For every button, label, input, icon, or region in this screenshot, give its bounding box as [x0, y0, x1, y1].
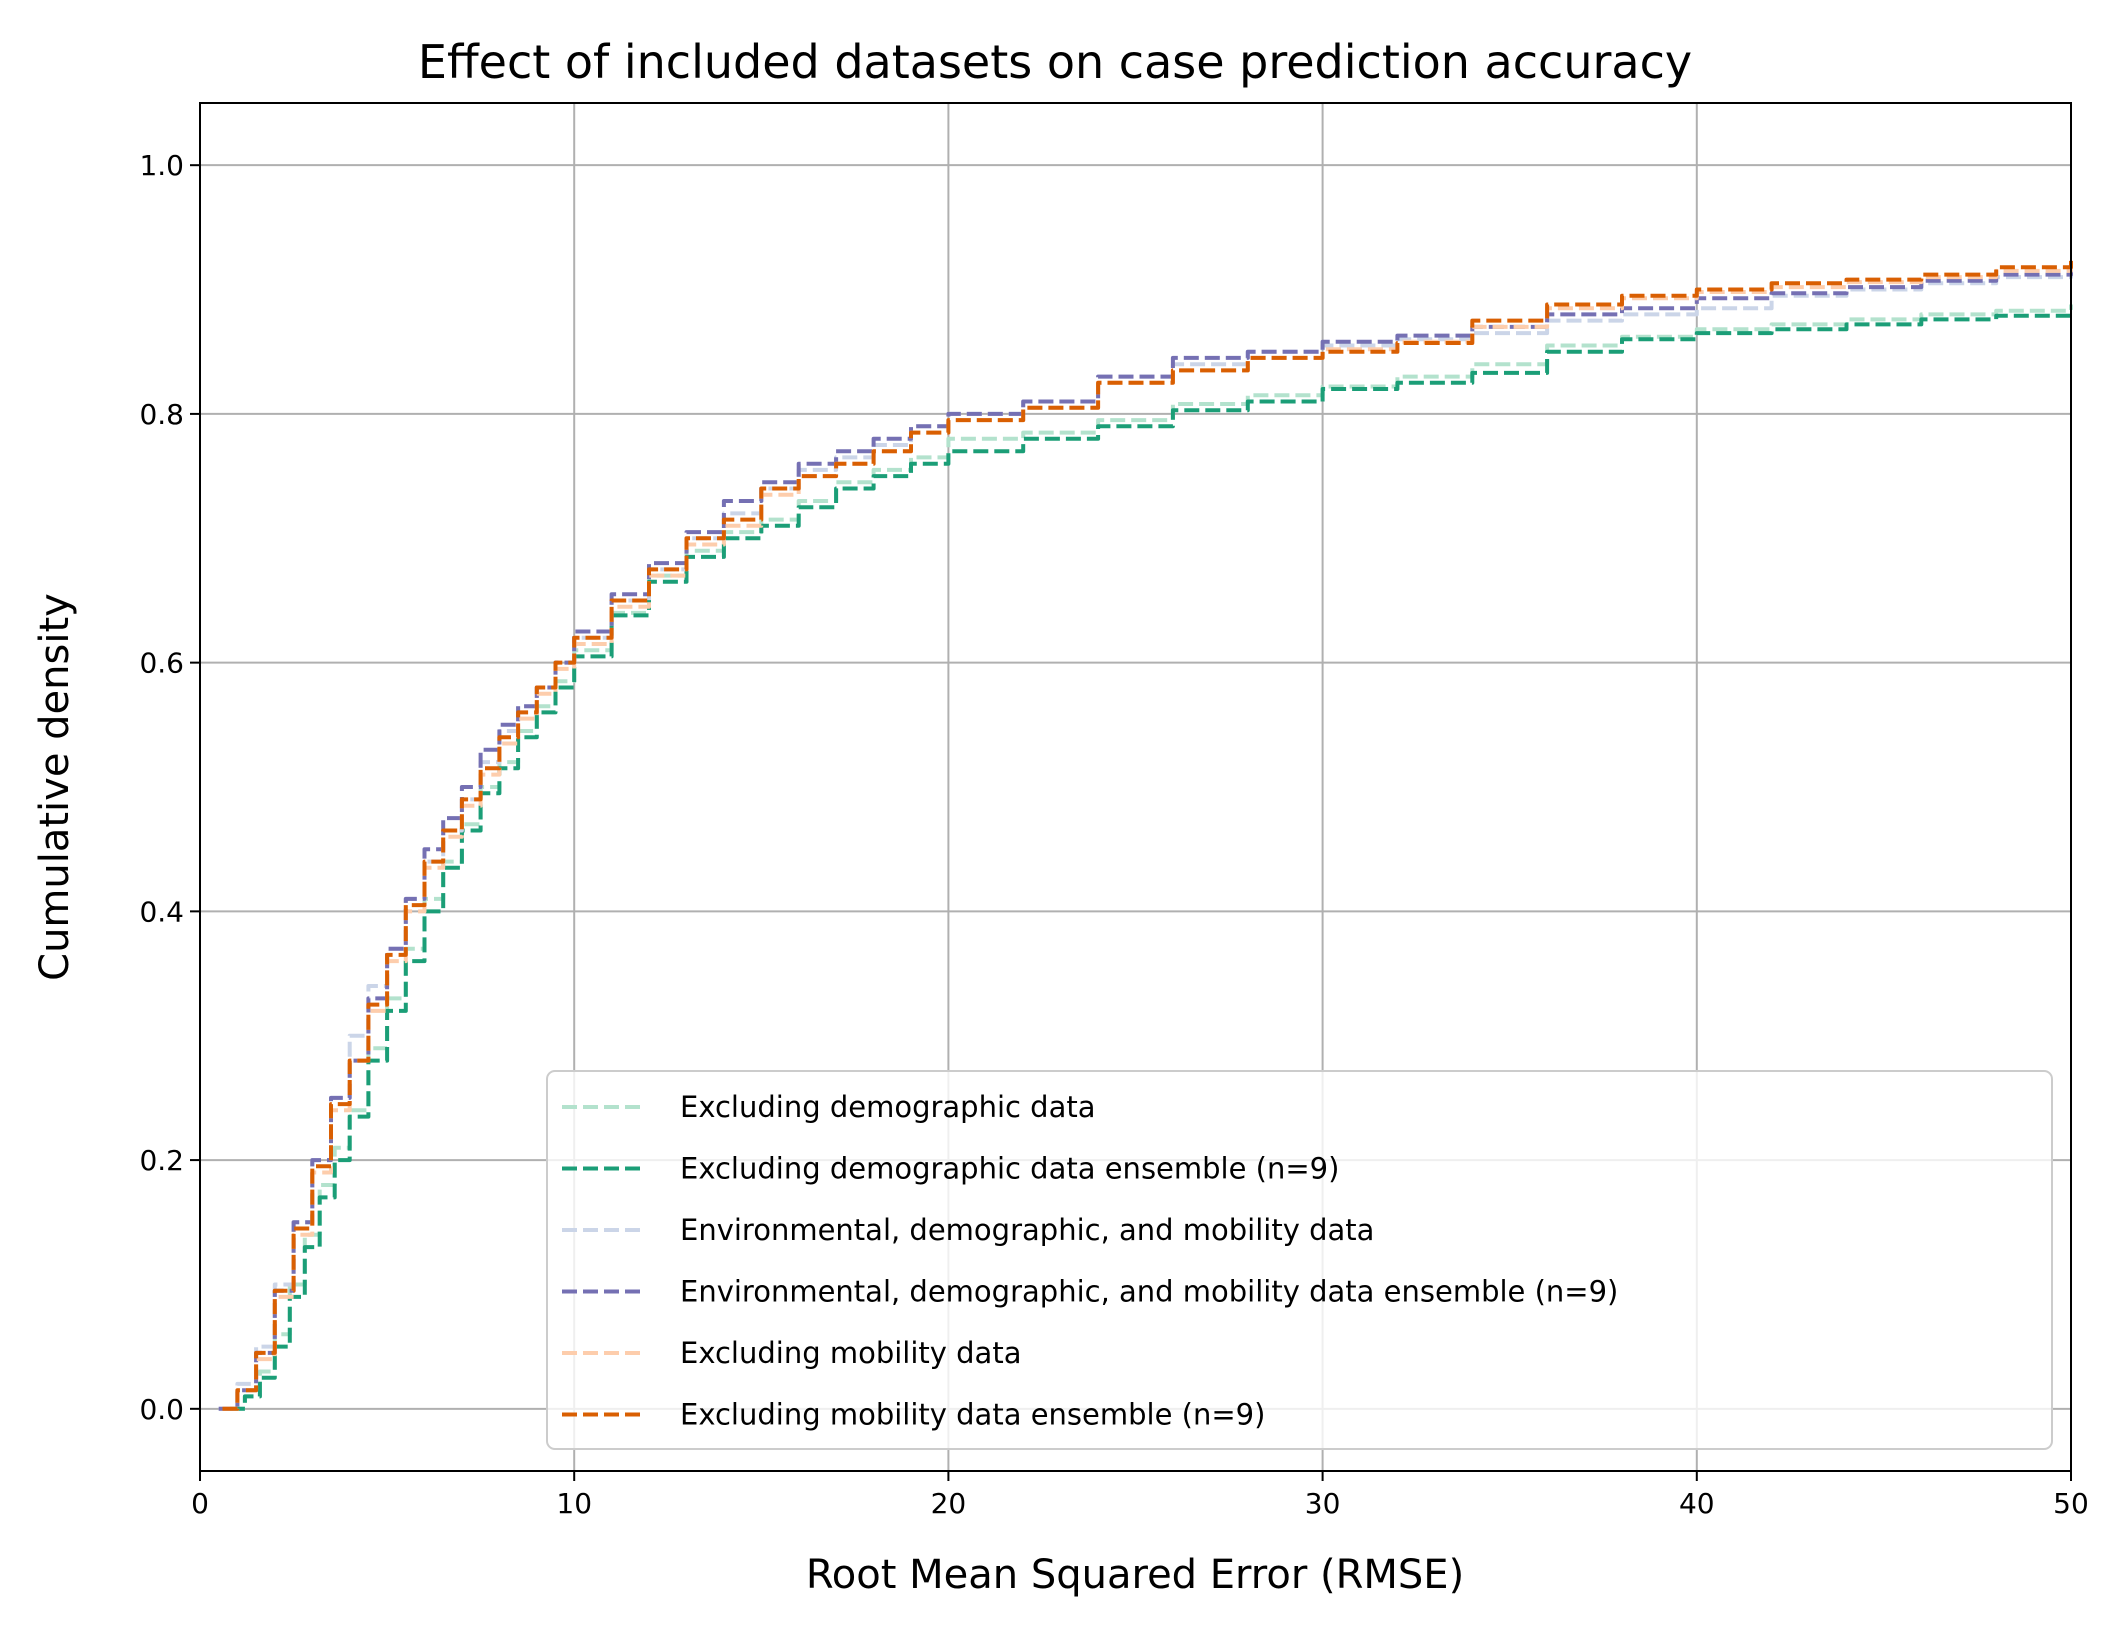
x-axis-label: Root Mean Squared Error (RMSE) [806, 1552, 1464, 1598]
x-tick-label: 20 [931, 1487, 967, 1520]
chart-title: Effect of included datasets on case pred… [418, 35, 1692, 89]
y-tick-label: 0.4 [139, 895, 184, 928]
series-line-6 [222, 260, 2073, 1411]
legend-label-6: Excluding mobility data ensemble (n=9) [680, 1398, 1265, 1432]
x-axis: 0 10 20 30 40 50 [191, 1471, 2089, 1520]
y-tick-label: 0.0 [139, 1393, 184, 1426]
y-axis-label: Cumulative density [32, 593, 78, 981]
x-tick-label: 40 [1679, 1487, 1715, 1520]
y-tick-label: 0.2 [139, 1144, 184, 1177]
legend: Excluding demographic data Excluding demo… [546, 1070, 2053, 1450]
x-tick-label: 0 [191, 1487, 209, 1520]
x-tick-label: 10 [556, 1487, 592, 1520]
y-tick-label: 0.6 [139, 647, 184, 680]
legend-label-3: Environmental, demographic, and mobility… [680, 1213, 1374, 1247]
legend-label-2: Excluding demographic data ensemble (n=9… [680, 1152, 1339, 1186]
plot-frame [199, 102, 2072, 1472]
series-line-2 [229, 310, 2073, 1411]
y-tick-label: 0.8 [139, 398, 184, 431]
y-axis: 0.0 0.2 0.4 0.6 0.8 1.0 [139, 149, 200, 1426]
series-layer [218, 260, 2073, 1411]
legend-label-4: Environmental, demographic, and mobility… [680, 1275, 1618, 1309]
legend-box [546, 1070, 2053, 1450]
y-tick-label: 1.0 [139, 149, 184, 182]
legend-label-1: Excluding demographic data [680, 1090, 1096, 1124]
legend-label-5: Excluding mobility data [680, 1336, 1021, 1370]
x-tick-label: 30 [1305, 1487, 1341, 1520]
series-line-3 [218, 267, 2073, 1411]
x-tick-label: 50 [2053, 1487, 2089, 1520]
